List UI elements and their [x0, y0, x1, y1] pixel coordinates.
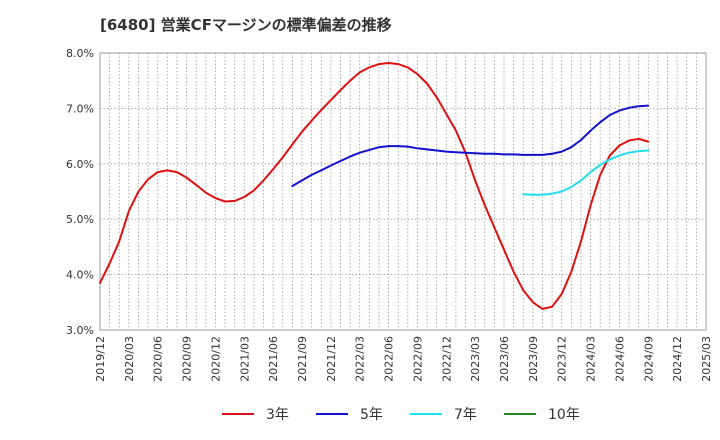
x-tick-label: 2024/03 [585, 336, 598, 382]
x-tick-label: 2023/12 [556, 336, 569, 382]
x-tick-label: 2023/09 [527, 336, 540, 382]
x-tick-label: 2025/03 [700, 336, 713, 382]
series-layer [99, 62, 650, 310]
x-tick-label: 2020/09 [181, 336, 194, 382]
x-tick-label: 2021/06 [267, 336, 280, 382]
chart-title: [6480] 営業CFマージンの標準偏差の推移 [100, 16, 392, 34]
x-tick-label: 2022/09 [411, 336, 424, 382]
x-tick-label: 2021/03 [238, 336, 251, 382]
x-tick-label: 2024/12 [671, 336, 684, 382]
plot-area [99, 52, 707, 331]
y-tick-label: 8.0% [66, 47, 94, 60]
x-tick-label: 2020/03 [123, 336, 136, 382]
legend: 3年 5年 7年 10年 [222, 407, 580, 423]
y-tick-label: 5.0% [66, 213, 94, 226]
x-tick-label: 2024/09 [642, 336, 655, 382]
legend-label: 7年 [454, 407, 477, 423]
legend-label: 3年 [266, 407, 289, 423]
grid [100, 53, 706, 330]
x-tick-label: 2023/06 [498, 336, 511, 382]
x-tick-label: 2021/12 [325, 336, 338, 382]
y-tick-label: 7.0% [66, 102, 94, 115]
x-tick-label: 2022/03 [354, 336, 367, 382]
y-tick-label: 3.0% [66, 324, 94, 337]
legend-label: 5年 [360, 407, 383, 423]
series-line-5年 [291, 104, 650, 187]
x-tick-label: 2020/06 [152, 336, 165, 382]
x-tick-label: 2020/12 [209, 336, 222, 382]
legend-label: 10年 [548, 407, 580, 423]
series-line-7年 [522, 149, 650, 196]
x-tick-label: 2021/09 [296, 336, 309, 382]
x-tick-label: 2024/06 [613, 336, 626, 382]
x-tick-label: 2022/12 [440, 336, 453, 382]
y-tick-label: 6.0% [66, 158, 94, 171]
x-tick-label: 2023/03 [469, 336, 482, 382]
series-line-3年 [99, 62, 650, 310]
x-tick-label: 2022/06 [383, 336, 396, 382]
x-tick-label: 2019/12 [94, 336, 107, 382]
y-tick-label: 4.0% [66, 269, 94, 282]
y-axis-ticks: 3.0% 4.0% 5.0% 6.0% 7.0% 8.0% [66, 47, 94, 337]
x-axis-ticks: 2019/12 2020/03 2020/06 2020/09 2020/12 2021/… [94, 336, 713, 382]
